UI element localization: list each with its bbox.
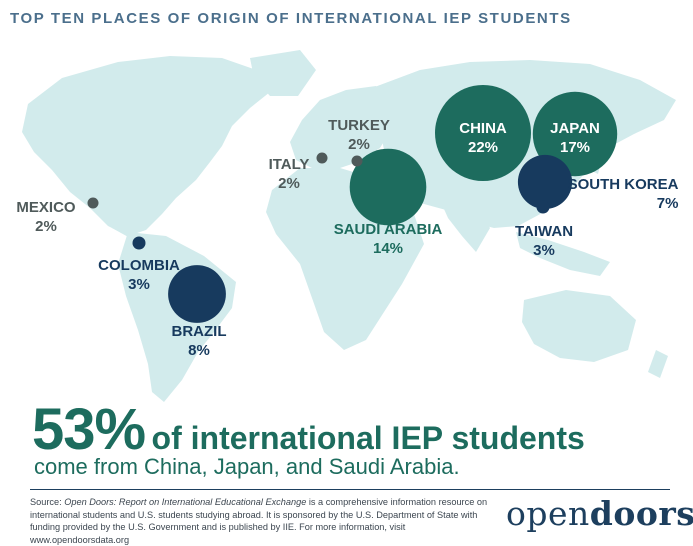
bubble-south-korea <box>517 154 573 210</box>
label-china: CHINA 22% <box>459 120 507 156</box>
new-zealand-landmass <box>648 350 668 378</box>
headline: 53% of international IEP students <box>32 396 585 463</box>
headline-subtext: come from China, Japan, and Saudi Arabia… <box>34 454 460 479</box>
logo-part-doors: doors <box>589 494 693 533</box>
label-mexico: MEXICO 2% <box>16 199 76 235</box>
label-italy: ITALY 2% <box>268 156 310 192</box>
bubble-turkey <box>351 155 363 167</box>
bubble-layer <box>87 85 618 323</box>
label-brazil: BRAZIL 8% <box>171 323 227 359</box>
southeast-asia-islands <box>516 232 610 276</box>
logo-part-open: open <box>506 494 590 533</box>
label-south-korea: SOUTH KOREA 7% <box>567 176 679 212</box>
page-title: TOP TEN PLACES OF ORIGIN OF INTERNATIONA… <box>10 10 572 27</box>
bubble-japan <box>532 91 618 177</box>
label-colombia: COLOMBIA 3% <box>98 257 180 293</box>
headline-percent: 53% <box>32 397 146 462</box>
source-text: is a comprehensive information resource … <box>30 497 488 545</box>
india-landmass <box>440 200 490 252</box>
north-america-landmass <box>22 56 270 236</box>
label-taiwan: TAIWAN 3% <box>514 223 574 259</box>
bubble-taiwan <box>536 200 550 214</box>
central-america-landmass <box>98 200 138 238</box>
source-label: Source: <box>30 497 65 507</box>
bubble-brazil <box>168 265 226 323</box>
bubble-mexico <box>87 197 99 209</box>
source-note: Source: Open Doors: Report on Internatio… <box>30 496 490 546</box>
label-turkey: TURKEY 2% <box>328 117 390 153</box>
headline-text: of international IEP students <box>151 420 585 456</box>
bubble-colombia <box>132 236 146 250</box>
label-japan: JAPAN 17% <box>550 120 600 156</box>
greenland-landmass <box>250 50 316 96</box>
europe-landmass <box>290 86 392 170</box>
divider <box>30 489 670 490</box>
bubble-china <box>435 85 531 181</box>
australia-landmass <box>522 290 636 362</box>
bubble-italy <box>316 152 328 164</box>
label-saudi-arabia: SAUDI ARABIA 14% <box>333 221 443 257</box>
bubble-saudi-arabia <box>349 148 427 226</box>
source-title: Open Doors: Report on International Educ… <box>64 497 307 507</box>
opendoors-logo: opendoors® <box>506 494 693 533</box>
